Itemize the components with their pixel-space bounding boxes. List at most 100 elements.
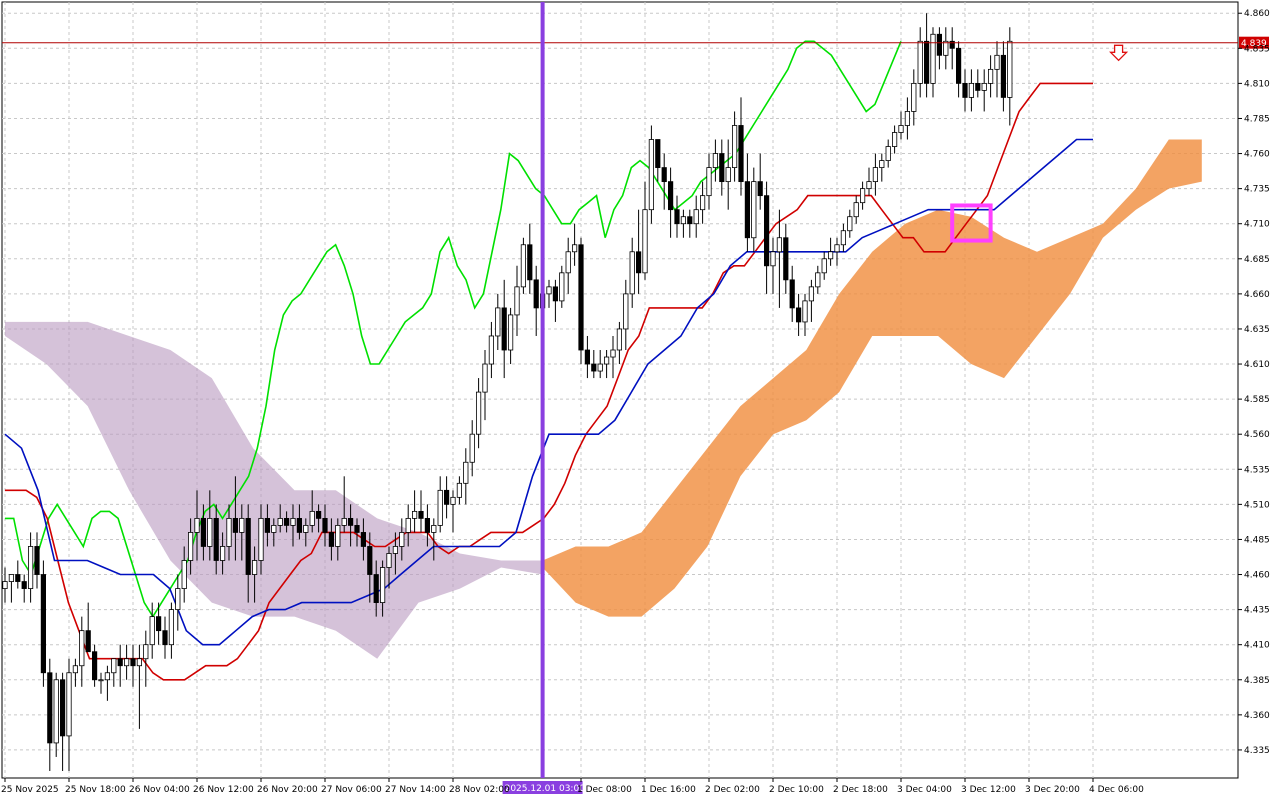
candle-bear [674, 209, 680, 225]
x-tick-label: 25 Nov 18:00 [65, 785, 126, 795]
candle-bull [386, 553, 392, 568]
candle-bull [175, 588, 181, 611]
candle-bull [840, 230, 847, 246]
candle-bear [213, 517, 219, 561]
candle-bear [962, 82, 968, 98]
candle-bear [1000, 54, 1007, 98]
cloud-orange [542, 139, 1202, 617]
candle-bear [687, 216, 693, 225]
candle-bull [898, 125, 904, 133]
candle-bear [789, 279, 795, 309]
signal-highlight-box [950, 203, 993, 243]
candle-bull [732, 125, 738, 168]
y-tick-label: 4.485 [1244, 535, 1270, 545]
candle-bear [40, 574, 47, 674]
candle-bull [8, 574, 14, 582]
candle-bear [92, 651, 98, 681]
candle-bull [853, 202, 859, 218]
y-tick-label: 4.510 [1244, 500, 1270, 510]
y-axis: 4.860 4.835 4.810 4.785 4.760 4.735 4.710 4.685… [1238, 9, 1270, 756]
candle-bull [802, 300, 808, 323]
candle-bull [2, 581, 8, 589]
y-tick-label: 4.385 [1244, 676, 1270, 686]
candle-bear [661, 167, 667, 183]
x-tick-label: 2 Dec 02:00 [705, 785, 760, 795]
candle-bear [354, 525, 360, 533]
y-tick-label: 4.810 [1244, 79, 1270, 89]
candle-bear [200, 517, 206, 547]
candle-bear [443, 489, 450, 505]
current-price-label: 4.839 [1241, 39, 1267, 49]
candle-bear [424, 517, 431, 533]
candle-bull [136, 658, 142, 667]
candle-bear [328, 532, 335, 547]
candle-bear [60, 679, 66, 737]
candle-bull [1007, 40, 1013, 98]
x-tick-label: 27 Nov 06:00 [321, 785, 382, 795]
candle-bull [872, 167, 879, 183]
candle-bull [904, 111, 911, 126]
candle-bear [738, 125, 744, 183]
candle-bear [347, 517, 354, 526]
candle-bull [379, 567, 386, 603]
candle-bull [616, 328, 623, 351]
candle-bull [930, 33, 936, 84]
x-tick-label: 3 Dec 04:00 [897, 785, 952, 795]
candle-bull [411, 510, 418, 519]
candle-bull [751, 181, 757, 239]
y-tick-label: 4.785 [1244, 114, 1270, 124]
candle-bull [834, 244, 840, 253]
y-tick-label: 4.585 [1244, 395, 1270, 405]
candle-bear [949, 40, 955, 49]
x-tick-label: 28 Nov 02:00 [449, 785, 510, 795]
candle-bear [162, 630, 168, 646]
candle-bear [783, 237, 789, 281]
candle-bull [124, 658, 130, 667]
candle-bull [450, 496, 456, 505]
candle-bull [821, 258, 827, 274]
candle-bull [495, 307, 501, 337]
y-tick-label: 4.635 [1244, 325, 1270, 335]
candle-bull [988, 68, 994, 84]
y-tick-label: 4.660 [1244, 290, 1270, 300]
candle-bull [623, 293, 629, 330]
candle-bull [187, 532, 194, 561]
y-tick-label: 4.335 [1244, 746, 1270, 756]
vertical-marker-tag [502, 781, 583, 794]
candle-bear [584, 349, 591, 365]
x-tick-label: 26 Nov 20:00 [257, 785, 318, 795]
candle-bull [431, 525, 437, 533]
candle-bull [610, 349, 616, 358]
x-axis: 25 Nov 2025 25 Nov 18:00 26 Nov 04:00 26 No… [1, 778, 1144, 795]
y-tick-label: 4.435 [1244, 606, 1270, 616]
y-tick-label: 4.460 [1244, 571, 1270, 581]
candle-bull [219, 546, 226, 561]
y-tick-label: 4.760 [1244, 150, 1270, 160]
candle-bear [367, 546, 373, 575]
candle-bull [111, 658, 117, 674]
candle-bull [860, 188, 866, 204]
candle-bear [232, 517, 238, 533]
x-tick-label: 3 Dec 20:00 [1025, 785, 1080, 795]
candle-bull [981, 82, 987, 91]
candle-bull [776, 237, 783, 253]
candle-bull [194, 517, 200, 533]
candle-bear [975, 82, 981, 91]
candle-bull [335, 525, 341, 547]
candle-bull [79, 630, 85, 667]
x-tick-label: 2 Dec 18:00 [833, 785, 888, 795]
y-tick-label: 4.410 [1244, 641, 1270, 651]
y-tick-label: 4.710 [1244, 220, 1270, 230]
candle-bull [341, 517, 347, 526]
kijun-line [4, 138, 1093, 646]
candle-bull [994, 54, 1000, 70]
candle-bear [578, 244, 584, 351]
candle-bull [879, 160, 885, 168]
x-tick-label: 1 Dec 08:00 [577, 785, 632, 795]
candle-bear [85, 630, 91, 653]
candle-bear [315, 510, 322, 519]
candle-bull [847, 216, 853, 232]
x-tick-label: 2 Dec 10:00 [769, 785, 824, 795]
candle-bear [322, 517, 328, 533]
